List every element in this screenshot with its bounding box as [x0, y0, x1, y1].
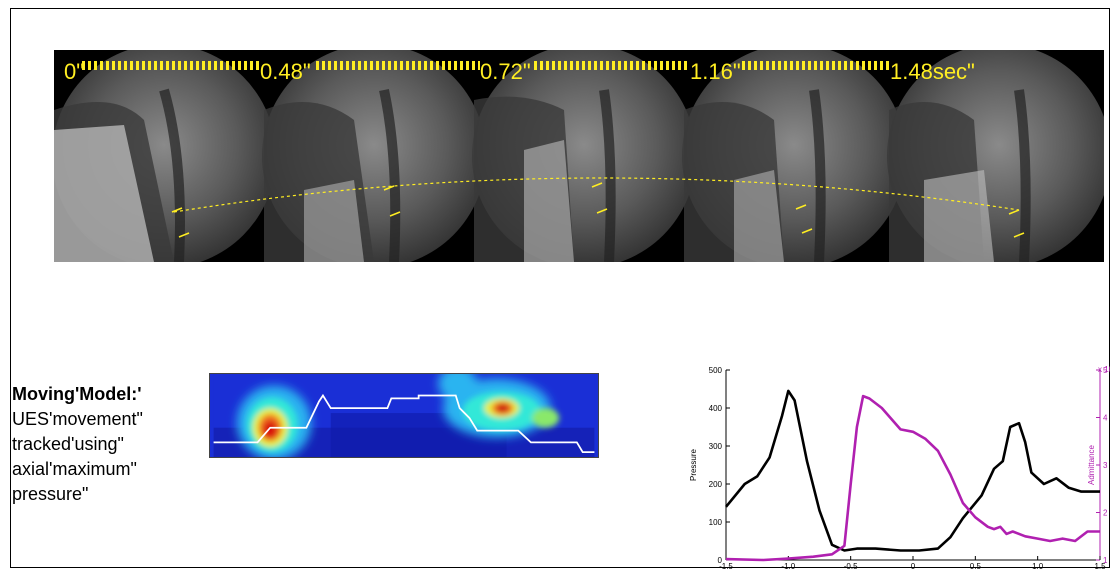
- timeline-dots-1: [82, 61, 260, 70]
- x-tick-label: 0.5: [970, 562, 982, 570]
- ues-max-pressure-track: [213, 393, 595, 453]
- fluoroscopy-strip: [54, 50, 1104, 262]
- y-tick-label: 200: [709, 480, 723, 489]
- pressure-heatmap: [209, 373, 599, 458]
- timeline-dots-3: [534, 61, 690, 70]
- y-tick-label: 100: [709, 518, 723, 527]
- time-label-2: 0.72": [480, 59, 531, 84]
- x-tick-label: 1.5: [1094, 562, 1106, 570]
- time-label-1: 0.48": [260, 59, 311, 84]
- y-tick-label: 400: [709, 404, 723, 413]
- caption-line-4: pressure": [12, 484, 89, 504]
- y-axis-label: Pressure: [689, 448, 698, 481]
- y-tick-label: 300: [709, 442, 723, 451]
- caption-line-2: tracked'using": [12, 434, 124, 454]
- ues-trajectory: [173, 177, 1020, 213]
- x-tick-label: -1.5: [719, 562, 733, 570]
- pressure-series-line: [724, 389, 1100, 552]
- xray-frame-2: [262, 50, 486, 262]
- xray-frame-5: [887, 50, 1104, 262]
- x-tick-label: 1.0: [1032, 562, 1044, 570]
- x-tick-label: -0.5: [844, 562, 858, 570]
- caption-line-3: axial'maximum": [12, 459, 137, 479]
- time-label-0: 0": [64, 59, 85, 84]
- ues-markers: [171, 182, 1025, 238]
- xray-frame-4: [682, 50, 906, 262]
- y2-tick-label: 4: [1103, 414, 1108, 423]
- y2-multiplier: x 10^-3: [1098, 365, 1110, 374]
- y-tick-label: 0: [718, 556, 723, 565]
- y2-tick-label: 3: [1103, 461, 1108, 470]
- x-tick-label: 0: [911, 562, 916, 570]
- timeline-dots-4: [742, 61, 890, 70]
- timeline-dots-2: [316, 61, 480, 70]
- y2-tick-label: 5: [1103, 366, 1108, 375]
- x-tick-label: -1.0: [781, 562, 795, 570]
- timeline: 0" 0.48" 0.72" 1.16" 1.48sec": [64, 58, 1104, 88]
- pressure-admittance-chart: 0 100 200 300 400 500 1 2 3 4 5 -1.5 -1.0 -0.5 0 0.5 1.0…: [689, 365, 1110, 570]
- caption-title: Moving'Model:': [12, 384, 142, 404]
- y2-tick-label: 2: [1103, 509, 1108, 518]
- xray-frame-1: [54, 50, 276, 262]
- admittance-series-line: [725, 394, 1100, 562]
- caption-line-1: UES'movement": [12, 409, 143, 429]
- y2-tick-label: 1: [1103, 556, 1108, 565]
- caption: Moving'Model:' UES'movement" tracked'usi…: [12, 382, 212, 507]
- xray-frame-3: [472, 50, 696, 262]
- y2-axis-label: Admittance: [1087, 444, 1096, 485]
- y-tick-label: 500: [709, 366, 723, 375]
- time-label-3: 1.16": [690, 59, 741, 84]
- time-label-4: 1.48sec": [890, 59, 975, 84]
